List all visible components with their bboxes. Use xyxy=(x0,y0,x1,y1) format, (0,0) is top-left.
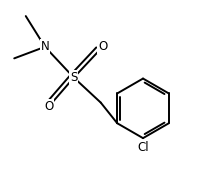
Text: O: O xyxy=(44,100,53,113)
Text: S: S xyxy=(70,71,78,84)
Text: N: N xyxy=(41,40,49,53)
Text: O: O xyxy=(98,40,107,53)
Text: Cl: Cl xyxy=(137,141,149,154)
